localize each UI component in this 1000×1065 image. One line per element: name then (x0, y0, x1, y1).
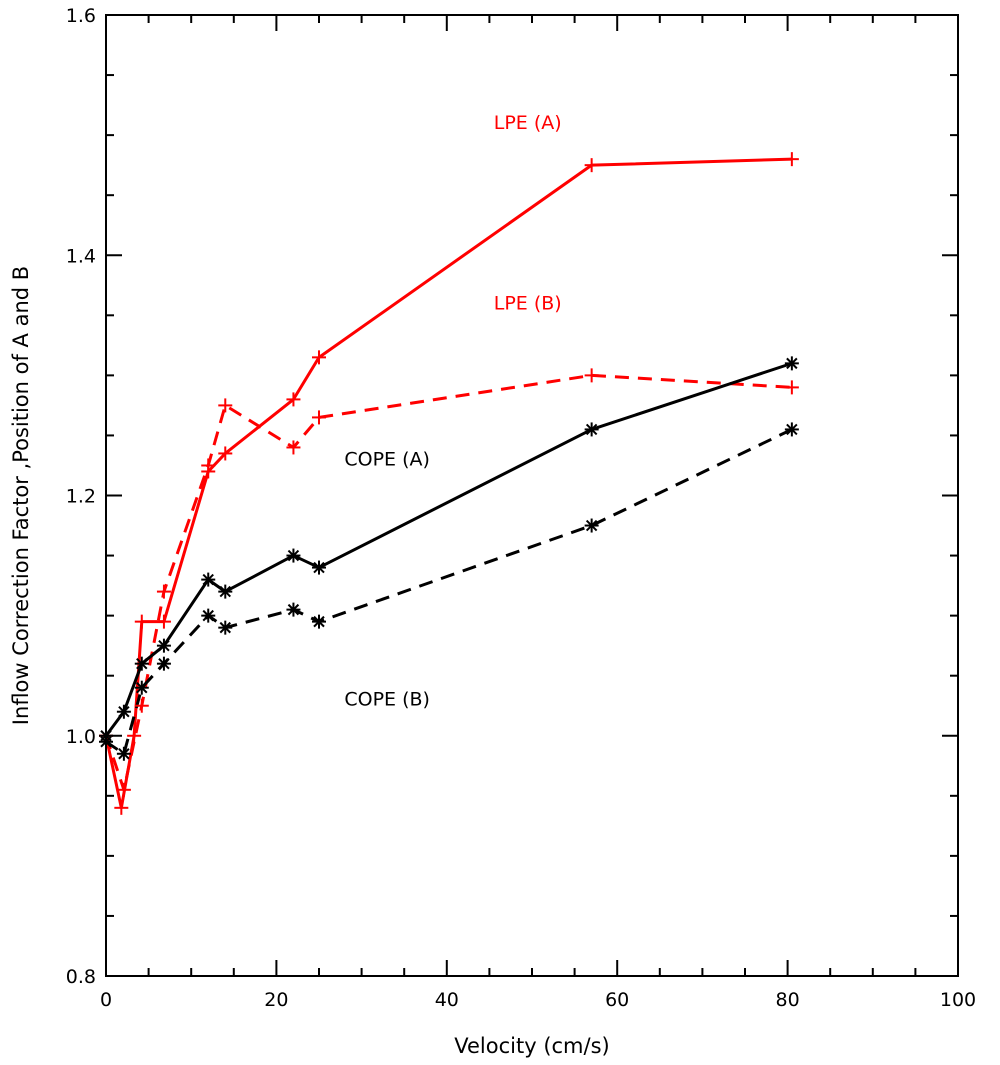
plus-marker (312, 350, 326, 365)
plus-marker (156, 614, 171, 629)
asterisk-marker (784, 422, 799, 437)
plus-marker (784, 152, 799, 167)
annotation-label-3: COPE (A) (344, 448, 430, 470)
plus-marker (134, 614, 149, 629)
plus-marker (116, 782, 131, 797)
marker-stroke (287, 603, 300, 616)
y-axis-title: Inflow Correction Factor ,Position of A … (9, 266, 33, 725)
series-line-3 (104, 361, 793, 737)
asterisk-marker (201, 572, 216, 587)
asterisk-marker (134, 656, 149, 671)
x-tick-label: 40 (435, 989, 459, 1011)
asterisk-marker (286, 602, 301, 617)
plus-marker (201, 458, 216, 473)
annotation-label-1: LPE (A) (494, 112, 562, 134)
asterisk-marker (584, 518, 599, 533)
y-tick-label: 1.4 (66, 245, 96, 267)
y-tick-label: 1.6 (66, 5, 96, 27)
plus-marker (584, 368, 599, 383)
marker-layer (99, 152, 799, 815)
asterisk-marker (156, 638, 171, 653)
marker-stroke (786, 423, 798, 436)
x-tick-label: 100 (940, 989, 976, 1011)
marker-stroke (313, 615, 325, 628)
asterisk-marker (312, 560, 326, 575)
asterisk-marker (286, 548, 301, 563)
plus-marker (286, 440, 301, 455)
marker-stroke (136, 681, 148, 694)
y-tick-label: 0.8 (66, 966, 96, 988)
marker-stroke (158, 639, 170, 652)
plus-marker (784, 380, 799, 395)
plus-marker (114, 800, 129, 815)
y-tick-label: 1.0 (66, 726, 96, 748)
y-tick-label: 1.2 (66, 486, 96, 508)
marker-stroke (158, 657, 170, 670)
plus-marker (134, 698, 149, 713)
marker-stroke (118, 706, 130, 718)
plus-marker (312, 410, 326, 425)
series-line-4 (105, 428, 793, 756)
plus-marker (584, 158, 599, 173)
x-tick-label: 60 (605, 989, 629, 1011)
asterisk-marker (218, 620, 233, 635)
annotation-label-2: LPE (B) (494, 292, 562, 314)
asterisk-marker (218, 584, 233, 599)
asterisk-marker (116, 746, 131, 761)
x-tick-label: 80 (776, 989, 800, 1011)
asterisk-marker (312, 614, 326, 629)
marker-stroke (786, 357, 798, 370)
series-line-2 (104, 373, 792, 792)
marker-stroke (136, 657, 148, 670)
marker-stroke (219, 585, 231, 598)
marker-stroke (118, 748, 130, 760)
marker-stroke (219, 621, 231, 634)
asterisk-marker (134, 680, 149, 695)
asterisk-marker (584, 422, 599, 437)
plus-marker (218, 398, 233, 413)
x-tick-label: 0 (100, 989, 112, 1011)
marker-stroke (585, 519, 598, 532)
asterisk-marker (156, 656, 171, 671)
asterisk-marker (116, 704, 131, 719)
marker-stroke (287, 549, 300, 562)
asterisk-marker (784, 356, 799, 371)
annotation-layer: LPE (A) LPE (B) COPE (A) COPE (B) (344, 112, 561, 711)
plus-marker (286, 392, 301, 407)
marker-stroke (202, 573, 214, 586)
annotation-label-4: COPE (B) (344, 689, 430, 711)
marker-stroke (585, 423, 598, 436)
tick-layer: 0 20 40 60 80 100 0.8 1.0 1.2 1.4 1.6 (66, 5, 976, 1011)
plus-marker (156, 584, 171, 599)
asterisk-marker (201, 608, 216, 623)
marker-stroke (202, 609, 214, 622)
marker-stroke (313, 561, 325, 574)
plus-marker (127, 728, 142, 743)
plus-marker (218, 446, 233, 461)
x-tick-label: 20 (264, 989, 288, 1011)
x-axis-title: Velocity (cm/s) (454, 1034, 609, 1058)
